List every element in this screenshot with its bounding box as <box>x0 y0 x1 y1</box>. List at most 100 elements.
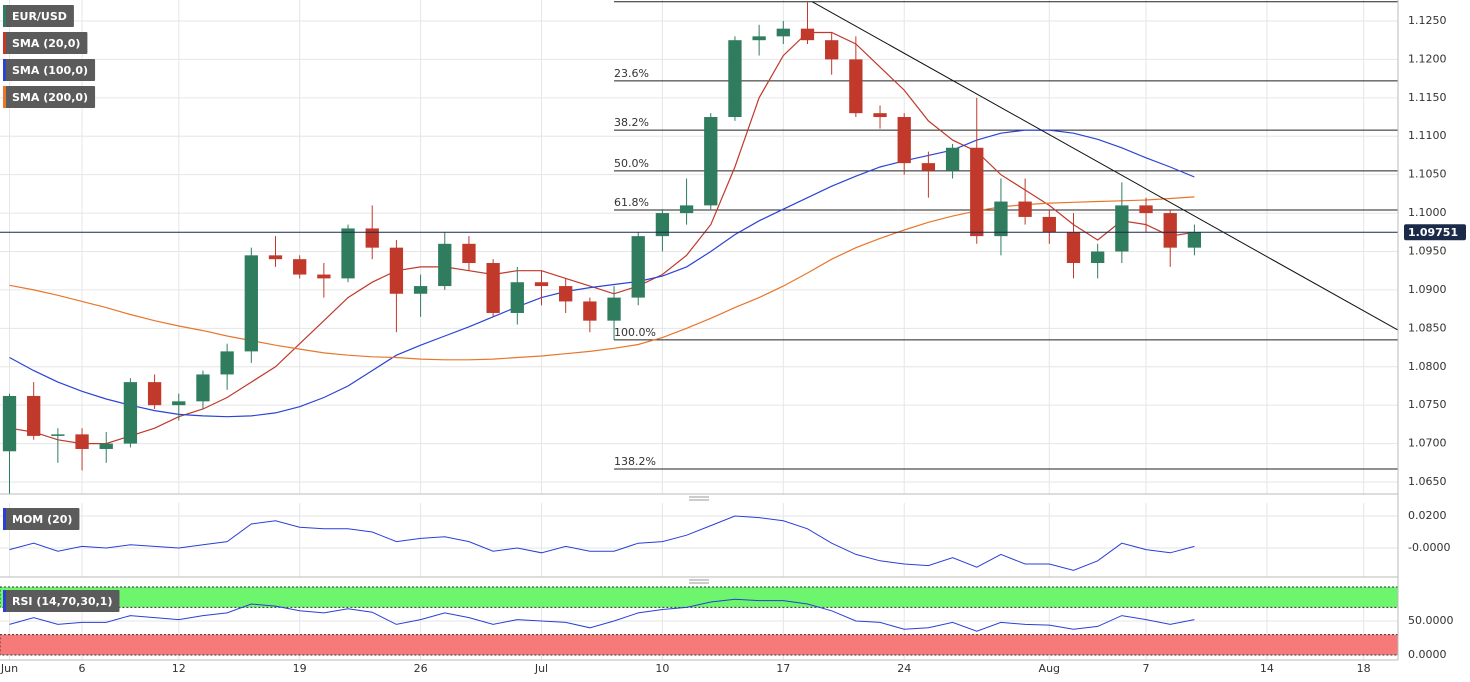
y-tick-label: 1.0800 <box>1408 360 1447 373</box>
y-tick-label: 1.0900 <box>1408 283 1447 296</box>
y-tick-label: 1.0650 <box>1408 475 1447 488</box>
candle-body <box>75 434 89 449</box>
candle-body <box>631 236 645 298</box>
sma-line <box>9 129 1195 418</box>
candle-body <box>196 374 210 402</box>
candle-body <box>607 297 621 321</box>
candle-body <box>994 201 1008 237</box>
x-tick-label: 26 <box>414 662 428 675</box>
legend-label: RSI (14,70,30,1) <box>12 595 112 608</box>
candle-body <box>704 117 718 206</box>
candle-body <box>147 382 162 406</box>
y-tick-label: 1.0850 <box>1408 321 1447 334</box>
legend-box <box>3 59 96 81</box>
candle-body <box>293 259 307 275</box>
candle-body <box>2 395 17 452</box>
legend-swatch <box>3 5 6 27</box>
x-tick-label: 12 <box>172 662 186 675</box>
legend-label: SMA (100,0) <box>12 64 88 77</box>
candle-body <box>172 401 186 406</box>
candle-body <box>1066 232 1081 264</box>
y-tick-label: 1.0700 <box>1408 437 1447 450</box>
resize-handle[interactable] <box>689 579 709 584</box>
candle-body <box>728 40 742 118</box>
candle-body <box>679 205 694 214</box>
candle-body <box>51 434 65 436</box>
candle-body <box>825 40 839 60</box>
legend: SMA (20,0) SMA (100,0) SMA (200,0) EUR/USD M… <box>3 5 120 612</box>
candle-body <box>317 274 331 279</box>
candle-body <box>510 282 524 313</box>
candle-body <box>268 255 283 260</box>
legend-swatch <box>3 59 6 81</box>
y-tick-label: 0.0000 <box>1408 648 1447 661</box>
y-tick-label: 1.1100 <box>1408 129 1447 142</box>
candle-body <box>559 286 573 302</box>
y-tick-label: 50.0000 <box>1408 614 1454 627</box>
x-tick-label: 6 <box>79 662 86 675</box>
legend-item: SMA (100,0) <box>3 59 96 81</box>
x-tick-label: Jul <box>534 662 548 675</box>
fib-label: 138.2% <box>614 455 656 468</box>
candle-body <box>27 395 41 436</box>
fib-label: 38.2% <box>614 116 649 129</box>
legend-item: EUR/USD <box>3 5 74 27</box>
y-tick-label: 0.0200 <box>1408 509 1447 522</box>
legend-item: SMA (20,0) <box>3 32 88 54</box>
candle-body <box>921 163 936 171</box>
legend-swatch <box>3 508 6 530</box>
candle-body <box>897 117 911 164</box>
y-tick-label: -0.0000 <box>1408 541 1450 554</box>
x-tick-label: 24 <box>897 662 911 675</box>
candle-body <box>1115 205 1129 252</box>
candle-body <box>413 286 428 294</box>
legend-item: SMA (200,0) <box>3 86 96 108</box>
resize-handle[interactable] <box>689 496 709 501</box>
candle-body <box>849 59 863 114</box>
candle-body <box>244 255 258 352</box>
x-tick-label: Jun <box>0 662 18 675</box>
candle-body <box>486 263 500 313</box>
x-tick-label: 17 <box>776 662 790 675</box>
candle-body <box>534 282 549 287</box>
fib-label: 61.8% <box>614 196 649 209</box>
candle-body <box>341 228 355 279</box>
indicator-line <box>9 598 1195 632</box>
candle-body <box>365 228 379 248</box>
legend-label: MOM (20) <box>12 513 72 526</box>
band <box>0 634 1399 656</box>
candle-body <box>655 213 670 237</box>
legend-item: RSI (14,70,30,1) <box>3 590 120 612</box>
y-tick-label: 1.1200 <box>1408 52 1447 65</box>
y-tick-label: 1.1250 <box>1408 14 1447 27</box>
candle-body <box>1042 216 1056 233</box>
y-tick-label: 1.0750 <box>1408 398 1447 411</box>
candle-body <box>776 28 790 37</box>
fib-label: 100.0% <box>614 326 656 339</box>
legend-label: EUR/USD <box>12 10 67 23</box>
candle-body <box>945 147 960 171</box>
x-tick-label: 19 <box>293 662 307 675</box>
legend-box <box>3 508 80 530</box>
candle-body <box>1091 251 1105 264</box>
x-tick-label: 10 <box>655 662 669 675</box>
y-tick-label: 1.1000 <box>1408 206 1447 219</box>
x-tick-label: 7 <box>1143 662 1150 675</box>
candle-body <box>123 382 138 444</box>
fib-label: 50.0% <box>614 157 649 170</box>
candle-body <box>873 113 887 118</box>
legend-label: SMA (20,0) <box>12 37 80 50</box>
y-tick-label: 1.1050 <box>1408 168 1447 181</box>
x-tick-label: Aug <box>1039 662 1060 675</box>
candle-body <box>1163 213 1177 248</box>
candle-body <box>752 36 766 41</box>
legend-label: SMA (200,0) <box>12 91 88 104</box>
candle-body <box>1018 201 1032 217</box>
legend-box <box>3 590 120 612</box>
x-tick-label: 14 <box>1260 662 1274 675</box>
candle-body <box>438 243 452 287</box>
fib-label: 23.6% <box>614 67 649 80</box>
legend-swatch <box>3 590 6 612</box>
legend-box <box>3 5 74 27</box>
